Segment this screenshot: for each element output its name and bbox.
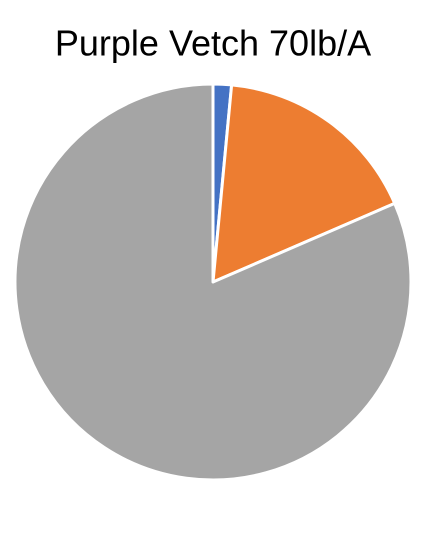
pie-slice (13, 82, 413, 482)
chart-title: Purple Vetch 70lb/A (55, 23, 371, 64)
pie-slice (211, 83, 397, 284)
